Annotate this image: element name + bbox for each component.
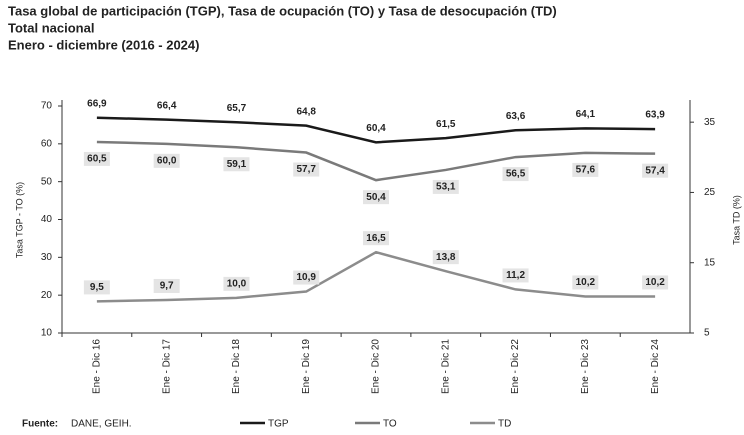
y2-tick-label: 35: [704, 117, 716, 128]
value-label: 59,1: [227, 159, 247, 170]
value-label: 57,4: [645, 165, 665, 176]
legend-label: TD: [498, 419, 511, 430]
y2-tick-label: 15: [704, 257, 716, 268]
x-tick-label: Ene - Dic 22: [510, 339, 521, 394]
value-label-bg: [293, 162, 320, 177]
value-label: 61,5: [436, 119, 456, 130]
value-label: 57,7: [296, 164, 316, 175]
value-label-bg: [83, 151, 110, 166]
value-label-bg: [83, 280, 110, 295]
value-label: 64,1: [576, 109, 596, 120]
value-label-bg: [572, 275, 599, 290]
y-tick-label: 70: [41, 101, 53, 112]
value-label: 50,4: [366, 192, 386, 203]
value-label: 57,6: [576, 165, 596, 176]
chart-subtitle: Total nacional: [8, 20, 94, 35]
source: DANE, GEIH.: [71, 419, 132, 430]
value-label-bg: [223, 157, 250, 172]
value-label-bg: [153, 278, 180, 293]
value-label: 60,4: [366, 123, 386, 134]
y-axis-title: Tasa TGP - TO (%): [14, 182, 24, 258]
x-tick-label: Ene - Dic 21: [440, 339, 451, 394]
value-label: 16,5: [366, 233, 386, 244]
value-label-bg: [572, 162, 599, 177]
chart-title: Tasa global de participación (TGP), Tasa…: [8, 3, 557, 18]
value-label-bg: [363, 190, 389, 205]
value-label: 60,5: [87, 154, 107, 165]
x-tick-label: Ene - Dic 16: [92, 339, 103, 394]
value-label-bg: [293, 270, 320, 285]
x-tick-label: Ene - Dic 20: [371, 339, 382, 394]
value-label-bg: [153, 153, 180, 168]
y-tick-label: 40: [41, 214, 53, 225]
value-label: 53,1: [436, 182, 456, 193]
source-label: Fuente:: [22, 419, 58, 430]
value-label: 10,9: [296, 272, 316, 283]
value-label: 10,2: [645, 277, 665, 288]
y-tick-label: 60: [41, 138, 53, 149]
value-label: 9,7: [160, 281, 174, 292]
y2-tick-label: 5: [704, 328, 710, 339]
value-label: 11,2: [506, 270, 525, 281]
y-tick-label: 30: [41, 252, 53, 263]
legend-label: TGP: [268, 419, 289, 430]
value-label: 56,5: [506, 169, 526, 180]
y2-tick-label: 25: [704, 187, 716, 198]
chart-period: Enero - diciembre (2016 - 2024): [8, 37, 199, 52]
value-label: 63,6: [506, 111, 526, 122]
value-label-bg: [642, 163, 669, 178]
value-label-bg: [363, 231, 389, 246]
x-tick-label: Ene - Dic 18: [231, 339, 242, 394]
x-tick-label: Ene - Dic 24: [650, 339, 661, 394]
line-2: [96, 250, 656, 303]
value-label: 9,5: [90, 282, 104, 293]
value-label: 66,9: [87, 98, 107, 109]
value-label-bg: [432, 179, 459, 194]
y-tick-label: 20: [41, 290, 53, 301]
value-label: 60,0: [157, 155, 177, 166]
y-tick-label: 10: [41, 328, 53, 339]
value-label-bg: [502, 268, 529, 283]
value-label-bg: [432, 250, 459, 265]
value-label: 66,4: [157, 100, 177, 111]
value-label: 63,9: [645, 110, 665, 121]
x-tick-label: Ene - Dic 17: [161, 339, 172, 394]
line-1: [96, 140, 656, 182]
value-label-bg: [502, 167, 529, 182]
value-label: 65,7: [227, 103, 247, 114]
y2-axis-title: Tasa TD (%): [731, 195, 741, 245]
value-label-bg: [223, 276, 250, 291]
legend-label: TO: [383, 419, 397, 430]
x-tick-label: Ene - Dic 19: [301, 339, 312, 394]
value-label: 13,8: [436, 252, 456, 263]
value-label: 10,0: [227, 279, 247, 290]
x-tick-label: Ene - Dic 23: [580, 339, 591, 394]
line-0: [96, 116, 656, 144]
value-label: 10,2: [576, 277, 596, 288]
y-tick-label: 50: [41, 176, 53, 187]
value-label: 64,8: [296, 106, 316, 117]
value-label-bg: [642, 275, 669, 290]
